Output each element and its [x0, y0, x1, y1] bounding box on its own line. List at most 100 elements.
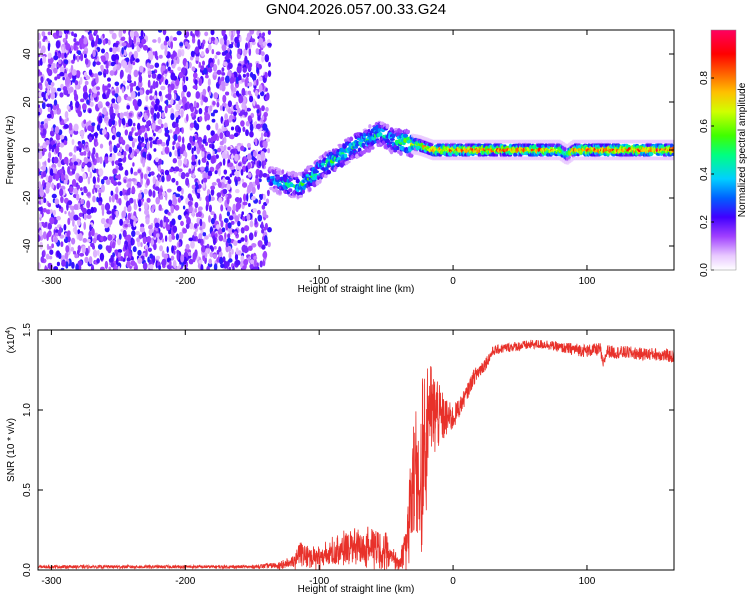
noise-cell	[246, 193, 249, 202]
noise-cell	[171, 177, 176, 183]
noise-cell	[241, 178, 245, 183]
ridge-cell	[368, 124, 372, 129]
noise-cell	[125, 57, 130, 63]
noise-cell	[110, 262, 115, 268]
noise-cell	[45, 139, 50, 146]
noise-cell	[92, 195, 96, 203]
noise-cell	[122, 60, 127, 69]
noise-cell	[236, 142, 242, 147]
ridge-cell	[362, 149, 366, 155]
noise-cell	[174, 150, 178, 157]
noise-cell	[262, 32, 265, 37]
noise-cell	[71, 168, 76, 175]
noise-cell	[266, 92, 270, 101]
noise-cell	[83, 212, 87, 221]
colorbar-tick-label: 0.0	[699, 263, 710, 277]
noise-cell	[91, 80, 96, 87]
noise-cell	[124, 244, 128, 250]
noise-cell	[47, 52, 52, 59]
noise-cell	[81, 140, 86, 145]
noise-cell	[219, 140, 224, 146]
noise-cell	[165, 99, 169, 106]
noise-cell	[192, 254, 196, 263]
noise-cell	[253, 79, 257, 86]
noise-cell	[175, 117, 179, 124]
noise-cell	[86, 99, 90, 105]
ridge-cell	[344, 153, 348, 159]
colorbar-label: Normalized spectral amplitude	[737, 82, 748, 217]
noise-cell	[155, 233, 160, 238]
noise-cell	[126, 105, 130, 110]
noise-cell	[150, 171, 155, 176]
noise-cell	[216, 164, 220, 170]
noise-cell	[188, 258, 194, 265]
noise-cell	[262, 173, 268, 178]
noise-cell	[155, 197, 160, 205]
noise-cell	[267, 70, 272, 77]
noise-cell	[160, 43, 165, 50]
noise-cell	[225, 176, 231, 181]
noise-cell	[234, 36, 239, 44]
noise-cell	[251, 186, 256, 195]
noise-cell	[73, 204, 79, 210]
noise-cell	[152, 80, 156, 88]
y-tick-label: 1.0	[22, 403, 33, 417]
noise-cell	[38, 234, 41, 242]
noise-cell	[102, 39, 106, 46]
noise-cell	[71, 31, 74, 36]
noise-cell	[42, 208, 47, 213]
noise-cell	[191, 154, 196, 162]
noise-cell	[101, 128, 107, 135]
noise-cell	[133, 171, 138, 176]
noise-cell	[247, 81, 253, 87]
noise-cell	[247, 90, 252, 96]
noise-cell	[59, 92, 64, 98]
noise-cell	[124, 129, 128, 136]
noise-cell	[51, 127, 54, 132]
noise-cell	[98, 168, 104, 177]
noise-cell	[171, 218, 176, 226]
noise-cell	[160, 85, 166, 91]
noise-cell	[63, 124, 69, 129]
snr-panel: -300 -200 -100 0 100 0.00.51.01.5 Height of …	[5, 323, 675, 595]
noise-cell	[238, 162, 242, 167]
ridge-cell	[385, 138, 391, 144]
noise-cell	[65, 43, 71, 51]
noise-cell	[75, 101, 80, 109]
noise-cell	[124, 223, 128, 228]
noise-cell	[144, 244, 148, 250]
ridge-cell	[402, 133, 409, 138]
noise-cell	[197, 211, 202, 218]
noise-cell	[233, 132, 239, 137]
noise-cell	[265, 56, 269, 61]
noise-cell	[249, 220, 254, 228]
noise-cell	[157, 36, 161, 44]
noise-cell	[77, 110, 83, 118]
noise-cell	[86, 214, 92, 219]
noise-cell	[124, 169, 129, 176]
noise-cell	[167, 66, 171, 72]
noise-cell	[216, 178, 221, 183]
ridge-cell	[308, 177, 312, 181]
noise-cell	[155, 157, 159, 163]
noise-cell	[46, 85, 51, 90]
noise-cell	[82, 50, 88, 55]
noise-cell	[149, 253, 154, 259]
noise-cell	[256, 109, 260, 114]
noise-cell	[233, 86, 237, 93]
noise-cell	[127, 178, 133, 182]
noise-cell	[195, 123, 200, 131]
noise-cell	[205, 74, 209, 79]
noise-cell	[60, 206, 64, 213]
noise-cell	[73, 187, 78, 195]
noise-cell	[38, 32, 41, 41]
noise-cell	[74, 224, 77, 233]
noise-cell	[96, 249, 100, 256]
noise-cell	[138, 192, 142, 200]
noise-cell	[161, 258, 167, 266]
noise-cell	[92, 93, 97, 98]
noise-cell	[56, 183, 60, 190]
noise-cell	[157, 165, 162, 172]
noise-cell	[209, 245, 213, 250]
noise-cell	[133, 217, 139, 222]
